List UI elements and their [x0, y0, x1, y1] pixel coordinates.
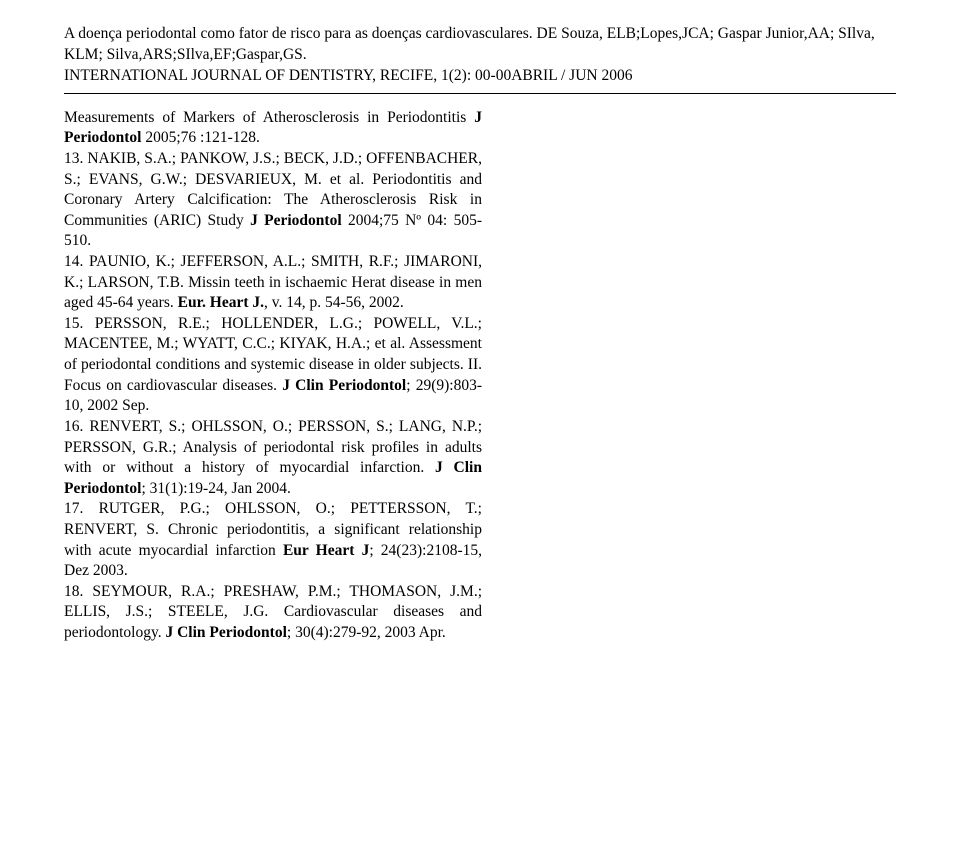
header-line1: A doença periodontal como fator de risco…: [64, 25, 875, 63]
ref-12: Measurements of Markers of Atheroscleros…: [64, 108, 482, 149]
header-line2: INTERNATIONAL JOURNAL OF DENTISTRY, RECI…: [64, 67, 632, 84]
ref-17-journal: Eur Heart J: [283, 542, 369, 559]
ref-12-text: Measurements of Markers of Atheroscleros…: [64, 109, 474, 126]
ref-17: 17. RUTGER, P.G.; OHLSSON, O.; PETTERSSO…: [64, 499, 482, 581]
header-divider: [64, 93, 896, 94]
ref-14-tail: , v. 14, p. 54-56, 2002.: [264, 294, 404, 311]
ref-18-tail: ; 30(4):279-92, 2003 Apr.: [287, 624, 446, 641]
ref-18: 18. SEYMOUR, R.A.; PRESHAW, P.M.; THOMAS…: [64, 582, 482, 644]
ref-13-journal: J Periodontol: [250, 212, 342, 229]
ref-15: 15. PERSSON, R.E.; HOLLENDER, L.G.; POWE…: [64, 314, 482, 417]
page-header: A doença periodontal como fator de risco…: [64, 24, 896, 87]
references-column: Measurements of Markers of Atheroscleros…: [64, 108, 482, 644]
ref-16-text: 16. RENVERT, S.; OHLSSON, O.; PERSSON, S…: [64, 418, 482, 476]
ref-16-tail: ; 31(1):19-24, Jan 2004.: [142, 480, 291, 497]
ref-14-journal: Eur. Heart J.: [178, 294, 264, 311]
ref-13: 13. NAKIB, S.A.; PANKOW, J.S.; BECK, J.D…: [64, 149, 482, 252]
ref-12-tail: 2005;76 :121-128.: [142, 129, 260, 146]
ref-16: 16. RENVERT, S.; OHLSSON, O.; PERSSON, S…: [64, 417, 482, 499]
ref-14: 14. PAUNIO, K.; JEFFERSON, A.L.; SMITH, …: [64, 252, 482, 314]
ref-15-journal: J Clin Periodontol: [282, 377, 406, 394]
ref-18-journal: J Clin Periodontol: [165, 624, 286, 641]
